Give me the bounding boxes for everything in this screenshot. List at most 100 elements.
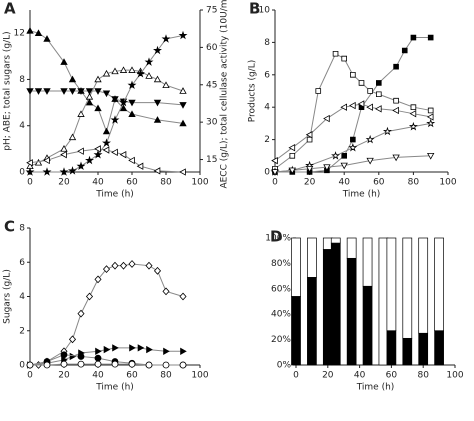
- data-point: [305, 131, 313, 139]
- data-point: [34, 29, 43, 36]
- y-tick-label: 80%: [271, 259, 291, 269]
- x-tick-label: 80: [417, 371, 429, 381]
- data-point: [77, 110, 85, 117]
- data-point: [153, 116, 162, 123]
- data-point: [102, 90, 111, 98]
- bar-segment: [330, 242, 341, 366]
- data-point: [288, 167, 296, 175]
- y2-tick-label: 75: [206, 6, 217, 16]
- data-point: [178, 30, 188, 40]
- data-point: [409, 110, 417, 118]
- series-line: [274, 155, 431, 173]
- data-point: [94, 88, 102, 95]
- x-axis-title: Time (h): [95, 383, 134, 393]
- bar-segment: [362, 237, 373, 287]
- x-tick-label: 0: [272, 178, 278, 188]
- data-point: [332, 50, 339, 57]
- data-point: [331, 151, 341, 160]
- series-line: [30, 263, 184, 366]
- data-point: [153, 167, 161, 175]
- data-point: [410, 34, 417, 41]
- data-point: [153, 45, 162, 55]
- data-point: [102, 146, 110, 154]
- data-point: [111, 148, 118, 157]
- data-point: [382, 126, 392, 136]
- data-point: [358, 80, 365, 86]
- data-point: [60, 360, 68, 368]
- data-point: [323, 164, 331, 171]
- data-point: [128, 110, 136, 117]
- data-point: [146, 345, 153, 354]
- data-point: [145, 261, 153, 270]
- bar-segment: [402, 237, 413, 339]
- y-tick-label: 100%: [265, 234, 291, 244]
- bar-segment: [307, 277, 317, 366]
- y-tick-label: 4: [264, 103, 270, 113]
- x-axis-title: Time (h): [342, 190, 381, 200]
- data-point: [366, 103, 373, 111]
- data-point: [60, 150, 67, 159]
- bar-segment: [386, 237, 397, 332]
- panel-label: A: [4, 0, 16, 18]
- bar-segment: [434, 237, 444, 332]
- data-point: [76, 161, 86, 171]
- data-point: [179, 87, 187, 94]
- series-line: [29, 148, 184, 173]
- x-tick-label: 0: [27, 371, 33, 381]
- data-point: [271, 156, 278, 165]
- data-point: [43, 156, 50, 165]
- data-point: [111, 67, 119, 75]
- data-point: [94, 75, 102, 83]
- data-point: [306, 136, 313, 143]
- data-point: [137, 344, 145, 352]
- data-point: [77, 360, 85, 368]
- data-point: [85, 88, 94, 95]
- x-tick-label: 40: [338, 178, 350, 188]
- data-point: [119, 66, 128, 73]
- data-point: [128, 156, 135, 165]
- data-point: [289, 153, 296, 159]
- y2-tick-label: 60: [206, 43, 218, 53]
- x-tick-label: 80: [160, 178, 172, 188]
- bar-segment: [291, 237, 301, 297]
- y-tick-label: 8: [264, 38, 270, 48]
- data-point: [85, 98, 94, 106]
- x-tick-label: 0: [27, 178, 33, 188]
- panel-label: C: [4, 218, 15, 236]
- bar-segment: [362, 285, 373, 366]
- y-axis-title: Sugars (g/L): [3, 269, 13, 324]
- data-point: [367, 88, 373, 94]
- data-point: [59, 167, 69, 176]
- data-point: [179, 292, 187, 301]
- y-tick-label: 4: [19, 121, 25, 131]
- data-point: [340, 162, 348, 170]
- y-tick-label: 2: [264, 135, 270, 145]
- data-point: [102, 127, 111, 135]
- series-line: [274, 53, 431, 170]
- data-point: [179, 361, 187, 369]
- data-point: [94, 145, 101, 153]
- data-point: [94, 360, 102, 368]
- data-point: [341, 55, 347, 62]
- data-point: [68, 133, 77, 141]
- x-tick-label: 20: [322, 371, 334, 381]
- y-tick-label: 0: [264, 168, 270, 178]
- y-axis-title: pH; ABE; total sugars (g/L): [3, 31, 13, 150]
- data-point: [26, 27, 34, 34]
- data-point: [144, 57, 154, 66]
- series-line: [30, 34, 184, 173]
- x-tick-label: 80: [160, 371, 172, 381]
- bar-segment: [434, 330, 444, 366]
- data-point: [162, 287, 170, 296]
- data-point: [60, 58, 68, 65]
- data-point: [136, 68, 145, 78]
- data-point: [77, 147, 84, 155]
- data-point: [340, 103, 347, 111]
- y-tick-label: 6: [264, 70, 270, 80]
- series-line: [274, 103, 431, 162]
- data-point: [153, 75, 162, 83]
- x-tick-label: 40: [92, 371, 104, 381]
- bar-segment: [418, 332, 429, 366]
- data-point: [393, 97, 399, 104]
- data-point: [145, 72, 153, 79]
